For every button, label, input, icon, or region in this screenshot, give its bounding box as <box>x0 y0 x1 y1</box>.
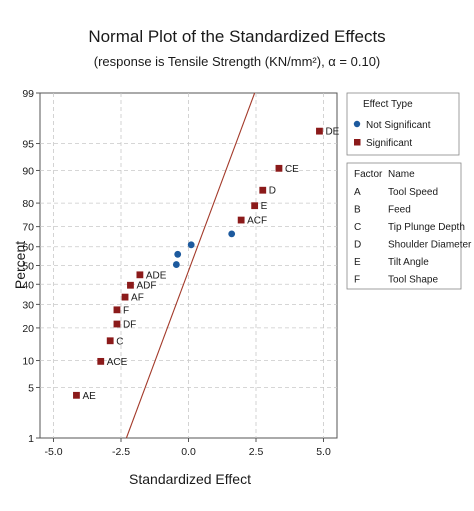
legend-factors: Factor Name A Tool Speed B Feed C Tip Plunge … <box>346 162 472 290</box>
y-tick-label: 50 <box>22 261 34 273</box>
point-label: C <box>116 336 123 347</box>
point-significant <box>316 127 323 135</box>
y-tick-label: 30 <box>22 299 34 311</box>
point-significant <box>113 320 121 328</box>
legend-effect-type: Effect Type Not Significant Significant <box>346 92 460 156</box>
x-tick-label: 2.5 <box>249 446 264 458</box>
point-label: D <box>269 186 276 197</box>
y-tick-label: 1 <box>28 433 34 445</box>
y-tick-label: 80 <box>22 198 34 210</box>
legend-significant-marker <box>354 139 361 146</box>
legend-factor-rows: A Tool Speed B Feed C Tip Plunge Depth D Should… <box>354 187 472 286</box>
point-label: CE <box>285 164 299 175</box>
legend-name-header: Name <box>388 169 415 180</box>
legend-factor-header: Factor <box>354 169 383 180</box>
point-label: ADE <box>146 270 167 281</box>
legend-factor-name: Tilt Angle <box>388 257 429 268</box>
legend-factor-name: Feed <box>388 205 411 216</box>
y-tick-label: 40 <box>22 279 34 291</box>
reference-line-group <box>125 92 256 439</box>
y-tick-label: 5 <box>28 382 34 394</box>
y-tick-label: 90 <box>22 165 34 177</box>
y-tick-label: 20 <box>22 323 34 335</box>
point-significant <box>259 186 267 194</box>
legend-factor-box <box>346 162 462 290</box>
y-tick-label: 99 <box>22 88 34 100</box>
point-label: DF <box>123 320 136 331</box>
y-tick-label: 10 <box>22 356 34 368</box>
chart-subtitle: (response is Tensile Strength (KN/mm²), … <box>94 54 381 69</box>
point-not-significant <box>228 230 236 238</box>
legend-factor-letter: F <box>354 275 360 286</box>
point-label: ACE <box>107 357 128 368</box>
point-significant <box>113 306 121 314</box>
point-not-significant <box>172 261 180 268</box>
legend-not-significant-label: Not Significant <box>366 120 431 131</box>
point-significant <box>127 281 134 289</box>
point-label: E <box>261 201 268 212</box>
legend-significant-label: Significant <box>366 138 412 149</box>
legend-effect-box <box>346 92 460 156</box>
legend-factor-letter: C <box>354 222 361 233</box>
legend-factor-letter: B <box>354 205 361 216</box>
legend-factor-name: Shoulder Diameter <box>388 240 472 251</box>
x-tick-label: 5.0 <box>316 446 331 458</box>
point-not-significant <box>174 250 182 258</box>
y-tick-label: 95 <box>22 139 34 151</box>
reference-line <box>125 92 256 439</box>
point-significant <box>106 337 114 345</box>
legend-factor-letter: A <box>354 187 361 198</box>
point-significant <box>73 391 80 399</box>
legend-factor-letter: D <box>354 240 361 251</box>
x-tick-label: 0.0 <box>181 446 196 458</box>
point-label: F <box>123 305 129 316</box>
point-significant <box>136 271 144 279</box>
point-label: AE <box>82 391 96 402</box>
y-axis-label: Percent <box>12 241 28 289</box>
point-significant <box>97 357 105 365</box>
point-label: ADF <box>136 281 156 292</box>
chart-title: Normal Plot of the Standardized Effects <box>88 27 385 46</box>
legend-not-significant-marker <box>353 120 361 128</box>
y-tick-label: 60 <box>22 242 34 254</box>
y-tick-label: 70 <box>22 222 34 234</box>
x-tick-label: -5.0 <box>44 446 62 458</box>
x-tick-label: -2.5 <box>112 446 130 458</box>
legend-factor-name: Tool Speed <box>388 187 438 198</box>
point-significant <box>251 202 259 210</box>
point-significant <box>121 293 129 301</box>
point-significant <box>237 216 245 224</box>
point-label: ACF <box>247 216 267 227</box>
legend-factor-name: Tool Shape <box>388 275 438 286</box>
legend-effect-title: Effect Type <box>363 99 413 110</box>
axis-ticks: -5.0 -2.5 0.0 2.5 5.0 1 5 10 20 30 40 50 60 70 80 90 95 9… <box>22 88 331 458</box>
legend-factor-letter: E <box>354 257 361 268</box>
point-significant <box>275 164 283 172</box>
point-label: AF <box>131 293 144 304</box>
grid-lines <box>40 93 337 438</box>
plot-area: -5.0 -2.5 0.0 2.5 5.0 1 5 10 20 30 40 50 60 70 80 90 95 9… <box>22 88 339 458</box>
legend-factor-name: Tip Plunge Depth <box>388 222 465 233</box>
x-axis-label: Standardized Effect <box>129 471 251 487</box>
point-label: DE <box>325 127 339 138</box>
point-not-significant <box>187 241 195 249</box>
